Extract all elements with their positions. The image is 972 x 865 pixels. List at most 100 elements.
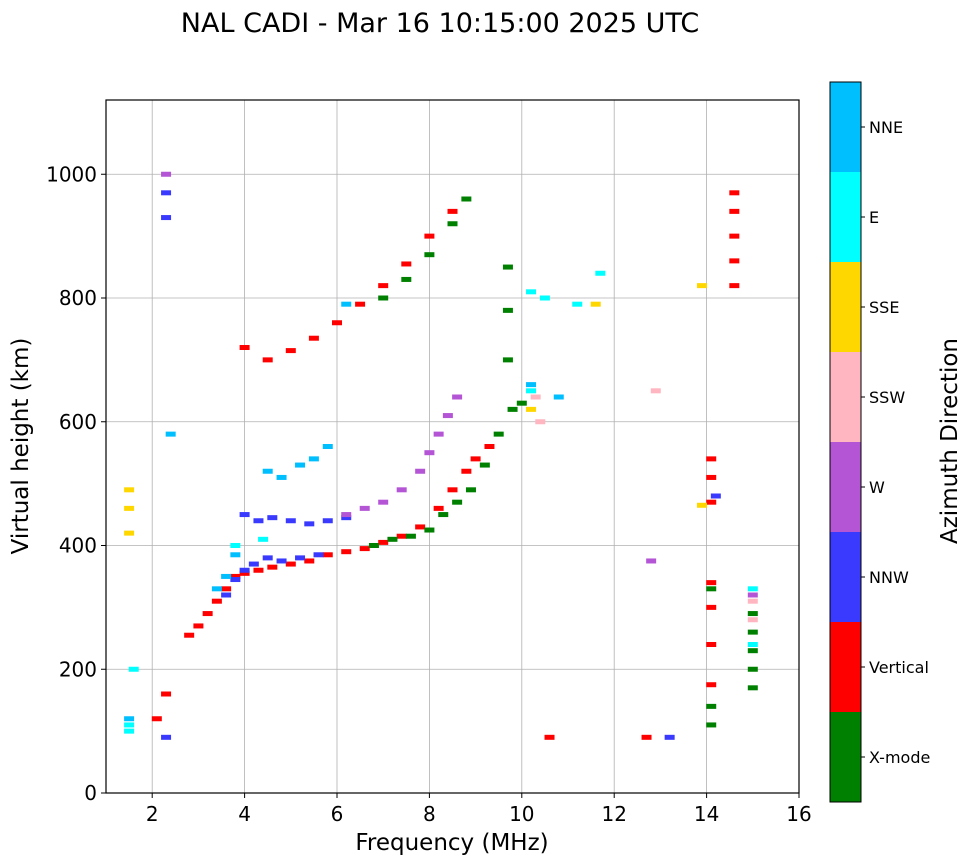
echo-point-vertical <box>401 261 412 267</box>
echo-point-w <box>424 450 435 456</box>
echo-point-vertical <box>729 233 740 239</box>
echo-point-vertical <box>202 611 213 617</box>
echo-point-nnw <box>267 515 278 521</box>
echo-point-w <box>442 413 453 419</box>
echo-point-nne <box>276 474 287 480</box>
echo-point-e <box>258 536 269 542</box>
echo-point-x-mode <box>502 357 513 363</box>
echo-point-vertical <box>706 604 717 610</box>
echo-point-e <box>747 586 758 592</box>
echo-point-nnw <box>341 515 352 521</box>
echo-point-nne <box>124 716 135 722</box>
echo-point-nnw <box>221 592 232 598</box>
echo-point-nnw <box>239 567 250 573</box>
echo-point-nne <box>230 552 241 558</box>
echo-point-ssw <box>747 617 758 623</box>
echo-point-vertical <box>729 190 740 196</box>
echo-point-nnw <box>248 561 259 567</box>
echo-point-nnw <box>253 518 264 524</box>
colorbar-frame <box>829 81 862 803</box>
y-tick-label: 1000 <box>46 162 97 186</box>
echo-point-w <box>452 394 463 400</box>
plot-frame <box>105 99 800 794</box>
chart-title: NAL CADI - Mar 16 10:15:00 2025 UTC <box>181 8 699 39</box>
x-tick-label: 2 <box>146 802 159 826</box>
echo-point-e <box>526 388 537 394</box>
echo-point-nne <box>295 462 306 468</box>
echo-point-ssw <box>747 598 758 604</box>
echo-point-vertical <box>447 487 458 493</box>
colorbar-tick-label: NNW <box>869 568 909 587</box>
colorbar-label: Azimuth Direction <box>937 338 963 544</box>
echo-point-x-mode <box>447 221 458 227</box>
echo-point-vertical <box>706 456 717 462</box>
colorbar-tick-label: W <box>869 478 885 497</box>
echo-point-vertical <box>706 474 717 480</box>
echo-point-vertical <box>285 348 296 354</box>
echo-point-vertical <box>706 682 717 688</box>
echo-point-vertical <box>359 546 370 552</box>
echo-point-w <box>396 487 407 493</box>
echo-point-e <box>526 289 537 295</box>
echo-point-vertical <box>433 505 444 511</box>
echo-point-x-mode <box>747 611 758 617</box>
echo-point-x-mode <box>461 196 472 202</box>
echo-point-x-mode <box>706 722 717 728</box>
echo-point-x-mode <box>401 276 412 282</box>
echo-point-x-mode <box>387 536 398 542</box>
x-tick-label: 14 <box>694 802 719 826</box>
echo-point-nnw <box>295 555 306 561</box>
colorbar-segment <box>830 172 861 262</box>
echo-point-e <box>124 722 135 728</box>
echo-point-vertical <box>322 552 333 558</box>
y-tick-label: 600 <box>59 410 97 434</box>
echo-point-nnw <box>710 493 721 499</box>
echo-point-nne <box>553 394 564 400</box>
echo-point-vertical <box>304 558 315 564</box>
echo-point-w <box>415 468 426 474</box>
echo-point-e <box>747 642 758 647</box>
echo-point-vertical <box>424 233 435 239</box>
x-tick-label: 10 <box>509 802 534 826</box>
echo-point-vertical <box>484 444 495 449</box>
echo-point-vertical <box>706 642 717 647</box>
echo-point-vertical <box>729 208 740 214</box>
echo-point-x-mode <box>493 431 504 437</box>
echo-point-nnw <box>285 518 296 524</box>
echo-point-vertical <box>447 208 458 214</box>
echo-point-vertical <box>729 283 740 289</box>
echo-point-ssw <box>535 419 546 425</box>
colorbar-tick-label: SSE <box>869 298 899 317</box>
echo-point-nnw <box>313 552 324 558</box>
colorbar-segment <box>830 262 861 352</box>
colorbar-segment <box>830 532 861 622</box>
echo-point-w <box>433 431 444 437</box>
echo-point-w <box>646 558 657 564</box>
grid <box>106 100 800 794</box>
data-points <box>124 171 758 740</box>
echo-point-ssw <box>650 388 661 394</box>
echo-point-vertical <box>729 258 740 264</box>
echo-point-x-mode <box>747 685 758 691</box>
echo-point-nne <box>165 431 176 437</box>
echo-point-nne <box>341 301 352 307</box>
echo-point-x-mode <box>378 295 389 301</box>
echo-point-x-mode <box>438 512 449 518</box>
echo-point-sse <box>590 301 601 307</box>
echo-point-x-mode <box>507 406 518 412</box>
echo-point-nne <box>221 573 232 579</box>
echo-point-vertical <box>267 564 278 570</box>
echo-point-vertical <box>308 335 319 341</box>
echo-point-vertical <box>285 561 296 567</box>
echo-point-vertical <box>470 456 481 462</box>
echo-point-x-mode <box>747 648 758 654</box>
echo-point-x-mode <box>706 703 717 709</box>
echo-point-vertical <box>230 573 241 579</box>
echo-point-w <box>161 171 172 177</box>
echo-point-nne <box>526 382 537 388</box>
echo-point-nnw <box>664 734 675 740</box>
colorbar: X-mode Vertical NNW W SSW SSE E NNE <box>829 81 930 803</box>
echo-point-e <box>128 666 139 672</box>
echo-point-vertical <box>641 734 652 740</box>
echo-point-nne <box>322 444 333 449</box>
